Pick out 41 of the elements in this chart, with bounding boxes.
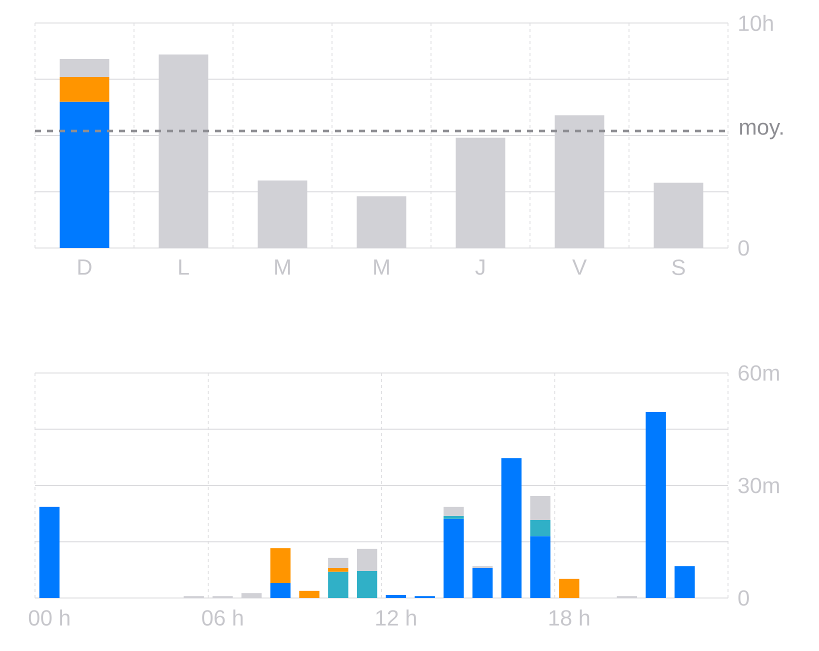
bar (60, 102, 110, 248)
y-tick-label: 30m (738, 478, 779, 494)
bar (530, 536, 550, 598)
bar (328, 558, 348, 568)
x-tick-label: S (672, 260, 685, 276)
bar (530, 520, 550, 536)
bar (328, 572, 348, 598)
x-tick-label: L (179, 260, 189, 275)
bar (356, 548, 378, 571)
bar (39, 506, 60, 598)
bar (501, 458, 522, 598)
bar (356, 571, 378, 598)
x-tick-label: J (475, 260, 484, 275)
bar (559, 578, 580, 598)
bar (444, 518, 464, 598)
bar (386, 595, 406, 598)
bar (472, 568, 493, 598)
y-tick-label: 0 (738, 240, 749, 256)
x-tick-label: 06 h (202, 610, 243, 626)
x-tick-label: D (78, 260, 92, 275)
x-tick-label: V (572, 260, 587, 275)
bar (530, 496, 550, 520)
y-tick-label: 0 (738, 590, 749, 606)
bar (60, 76, 110, 102)
x-tick-label: M (374, 260, 389, 275)
bar (444, 506, 464, 516)
x-tick-label: 12 h (376, 610, 416, 626)
bar (60, 58, 110, 77)
bar (328, 568, 348, 572)
x-tick-label: 00 h (28, 610, 70, 626)
x-tick-label: M (275, 260, 290, 275)
bar (270, 548, 291, 583)
bar (270, 583, 291, 598)
y-tick-label: 60m (738, 365, 779, 381)
bar (444, 516, 464, 519)
bar (674, 566, 695, 598)
bar (299, 590, 320, 598)
bar (646, 412, 666, 598)
y-tick-label: 10h (739, 14, 773, 32)
x-tick-label: 18 h (549, 610, 590, 626)
ref-line-label: moy. (740, 122, 783, 140)
